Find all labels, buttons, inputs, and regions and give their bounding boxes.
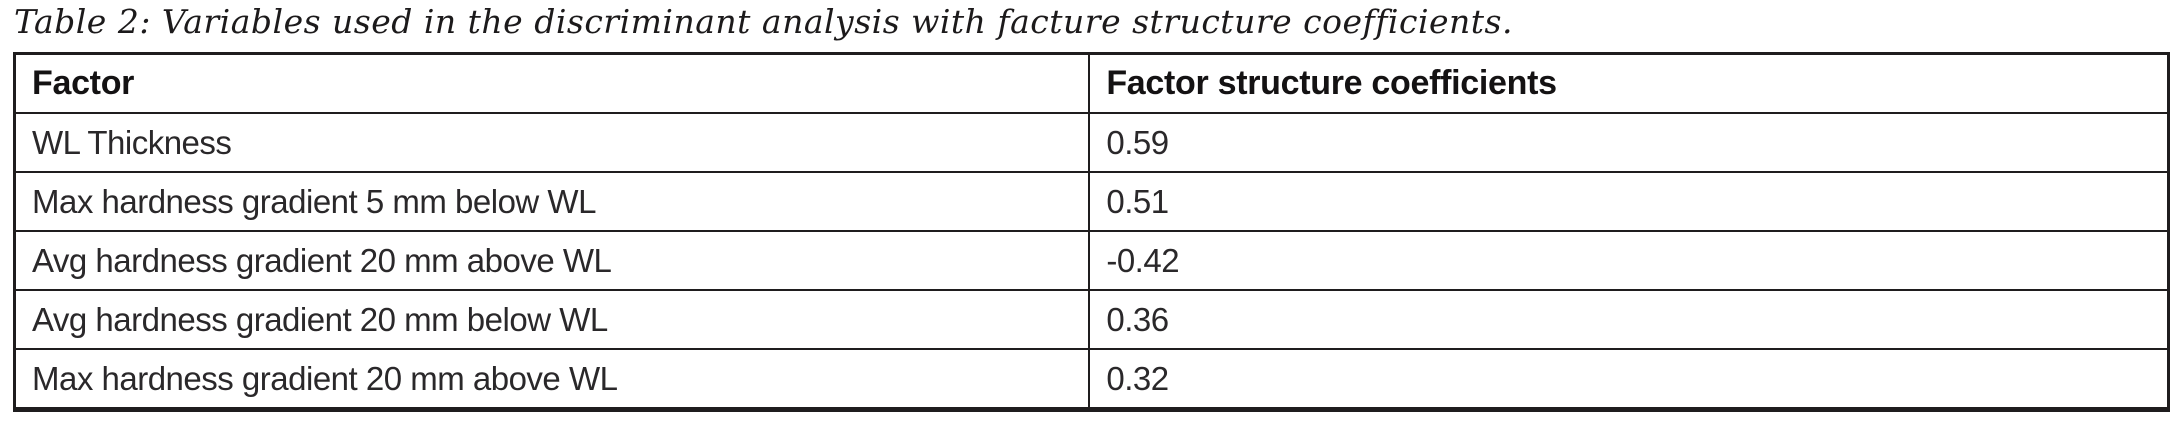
table-row: Max hardness gradient 20 mm above WL 0.3… — [13, 348, 2170, 411]
factor-cell: Max hardness gradient 5 mm below WL — [13, 171, 1091, 232]
data-table: Factor Factor structure coefficients WL … — [13, 52, 2170, 412]
coefficient-cell: 0.59 — [1088, 112, 2170, 173]
factor-cell: Avg hardness gradient 20 mm below WL — [13, 289, 1091, 350]
coefficient-cell: 0.32 — [1088, 348, 2170, 411]
factor-cell: Max hardness gradient 20 mm above WL — [13, 348, 1091, 411]
table-caption: Table 2: Variables used in the discrimin… — [14, 2, 1513, 41]
factor-cell: Avg hardness gradient 20 mm above WL — [13, 230, 1091, 291]
column-header-factor: Factor — [13, 52, 1091, 114]
coefficient-cell: 0.51 — [1088, 171, 2170, 232]
column-header-coefficients: Factor structure coefficients — [1088, 52, 2170, 114]
header-row: Factor Factor structure coefficients — [13, 52, 2170, 114]
factor-cell: WL Thickness — [13, 112, 1091, 173]
coefficient-cell: 0.36 — [1088, 289, 2170, 350]
coefficient-cell: -0.42 — [1088, 230, 2170, 291]
table-row: Max hardness gradient 5 mm below WL 0.51 — [13, 171, 2170, 232]
table-row: Avg hardness gradient 20 mm below WL 0.3… — [13, 289, 2170, 350]
table-row: Avg hardness gradient 20 mm above WL -0.… — [13, 230, 2170, 291]
table-row: WL Thickness 0.59 — [13, 112, 2170, 173]
